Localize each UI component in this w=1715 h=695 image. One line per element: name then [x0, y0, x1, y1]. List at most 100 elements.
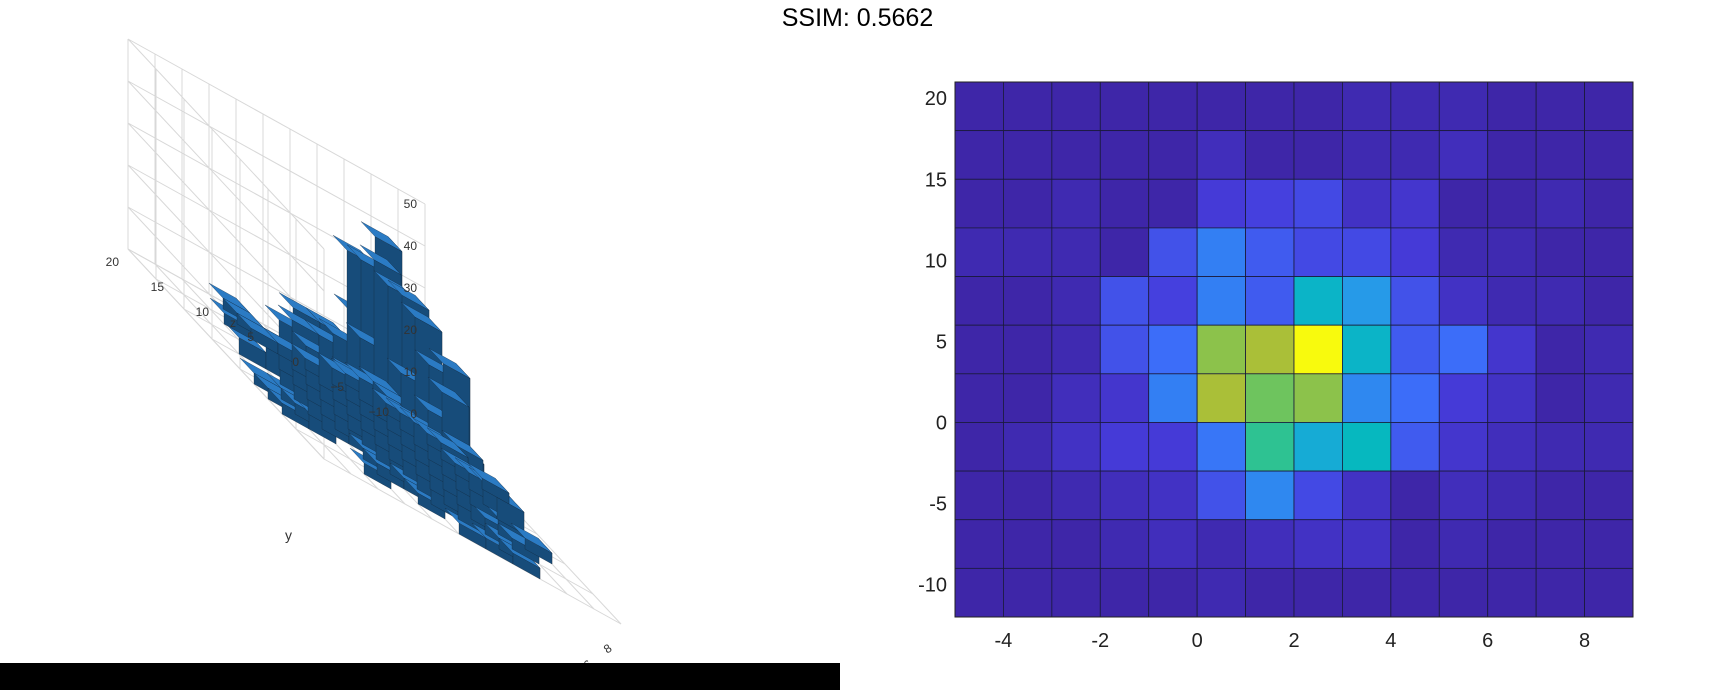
y-tick-label: −10 [369, 405, 390, 419]
grid-line [127, 248, 325, 460]
heatmap-cell [1342, 567, 1392, 618]
heatmap-cell [1584, 130, 1634, 180]
heatmap-cell [1342, 422, 1392, 472]
heatmap-cell [1196, 81, 1246, 132]
heatmap-cell [1051, 130, 1101, 180]
heatmap-cell [1487, 178, 1537, 229]
heatmap-cell [1148, 81, 1198, 132]
heatmap-cell [1390, 422, 1440, 472]
heatmap-cell [1342, 130, 1392, 180]
heatmap-cell [1148, 130, 1198, 180]
heatmap-cell [1196, 519, 1246, 569]
x-tick-label: -4 [995, 630, 1013, 652]
heatmap-cell [1245, 422, 1295, 472]
y-tick-label: -5 [929, 494, 947, 516]
heatmap-cell [1390, 130, 1440, 180]
heatmap-cell [1438, 470, 1489, 521]
heatmap-cell [1099, 324, 1150, 375]
z-tick-label: 20 [404, 323, 418, 337]
heatmap-cell [1390, 567, 1440, 618]
z-axis-label: z [230, 316, 236, 330]
heatmap-cell [1293, 422, 1343, 472]
z-tick-label: 40 [404, 239, 418, 253]
heatmap-cell [1584, 519, 1634, 569]
heatmap-cell [1099, 567, 1150, 618]
y-tick-label: 20 [925, 88, 947, 110]
heatmap-cell [1438, 276, 1489, 326]
heatmap-cell [1438, 422, 1489, 472]
heatmap-cell [1003, 227, 1053, 277]
heatmap-cell [1342, 178, 1392, 229]
heatmap-cell [1487, 130, 1537, 180]
heatmap-cell [1196, 373, 1246, 423]
heatmap-cell [1196, 276, 1246, 326]
y-tick-label: 0 [292, 355, 299, 369]
heatmap-cell [1003, 178, 1053, 229]
heatmap-cell [1487, 81, 1537, 132]
heatmap-cell [954, 422, 1004, 472]
y-tick-label: 5 [936, 331, 947, 353]
heatmap-cell [1487, 422, 1537, 472]
y-tick-label: 15 [151, 280, 165, 294]
heatmap-cell [1196, 470, 1246, 521]
bar-3d [510, 522, 553, 565]
heatmap-cell [1003, 130, 1053, 180]
heatmap-cell [1584, 567, 1634, 618]
heatmap-cell [1293, 276, 1343, 326]
heatmap-cell [1293, 373, 1343, 423]
heatmap-cell [954, 373, 1004, 423]
x-tick-label: 8 [601, 641, 615, 656]
y-tick-label: 0 [936, 412, 947, 434]
heatmap-panel: -4 -2 0 2 4 6 8 20 15 10 5 0 -5 -10 [860, 0, 1715, 690]
heatmap-cell [1293, 470, 1343, 521]
heatmap-cell [1390, 519, 1440, 569]
heatmap-cell [1051, 567, 1101, 618]
heatmap-cell [1245, 276, 1295, 326]
heatmap-cell [1003, 422, 1053, 472]
heatmap-cell [1051, 470, 1101, 521]
heatmap-cell [1438, 519, 1489, 569]
heatmap-cell [1051, 422, 1101, 472]
heatmap-cell [1390, 470, 1440, 521]
heatmap-cell [1438, 324, 1489, 375]
heatmap-cell [1535, 324, 1585, 375]
y-tick-label: -10 [918, 575, 947, 597]
heatmap-cell [1099, 422, 1150, 472]
heatmap-cell [1535, 276, 1585, 326]
heatmap-cell [1535, 519, 1585, 569]
heatmap-cell [1293, 81, 1343, 132]
bar-3d [467, 462, 510, 505]
x-tick-label: 8 [1579, 630, 1590, 652]
heatmap-cell [1584, 81, 1634, 132]
heatmap-tick-labels: -4 -2 0 2 4 6 8 20 15 10 5 0 -5 -10 [918, 88, 1590, 652]
heatmap-cell [1099, 276, 1150, 326]
heatmap-cell [1438, 178, 1489, 229]
heatmap-cell [1584, 178, 1634, 229]
heatmap-cell [1390, 373, 1440, 423]
heatmap-cell [1051, 324, 1101, 375]
heatmap-cell [1390, 276, 1440, 326]
heatmap-cell [1438, 130, 1489, 180]
heatmap-cell [1051, 276, 1101, 326]
y-tick-label: 10 [196, 305, 210, 319]
bars-3d [208, 221, 553, 580]
bottom-black-bar [0, 663, 840, 690]
heatmap-cell [1196, 130, 1246, 180]
heatmap-cell [1487, 519, 1537, 569]
heatmap-cell [1245, 567, 1295, 618]
heatmap-cell [1390, 81, 1440, 132]
x-tick-label: -2 [1091, 630, 1109, 652]
heatmap-cell [954, 227, 1004, 277]
heatmap-cell [1099, 373, 1150, 423]
heatmap-cell [1148, 519, 1198, 569]
heatmap-cell [1003, 470, 1053, 521]
heatmap-cell [954, 130, 1004, 180]
heatmap-cell [1293, 130, 1343, 180]
heatmap-cell [1584, 276, 1634, 326]
heatmap-cell [1196, 422, 1246, 472]
heatmap-cell [1390, 178, 1440, 229]
heatmap-cell [1196, 324, 1246, 375]
heatmap-cell [1438, 81, 1489, 132]
